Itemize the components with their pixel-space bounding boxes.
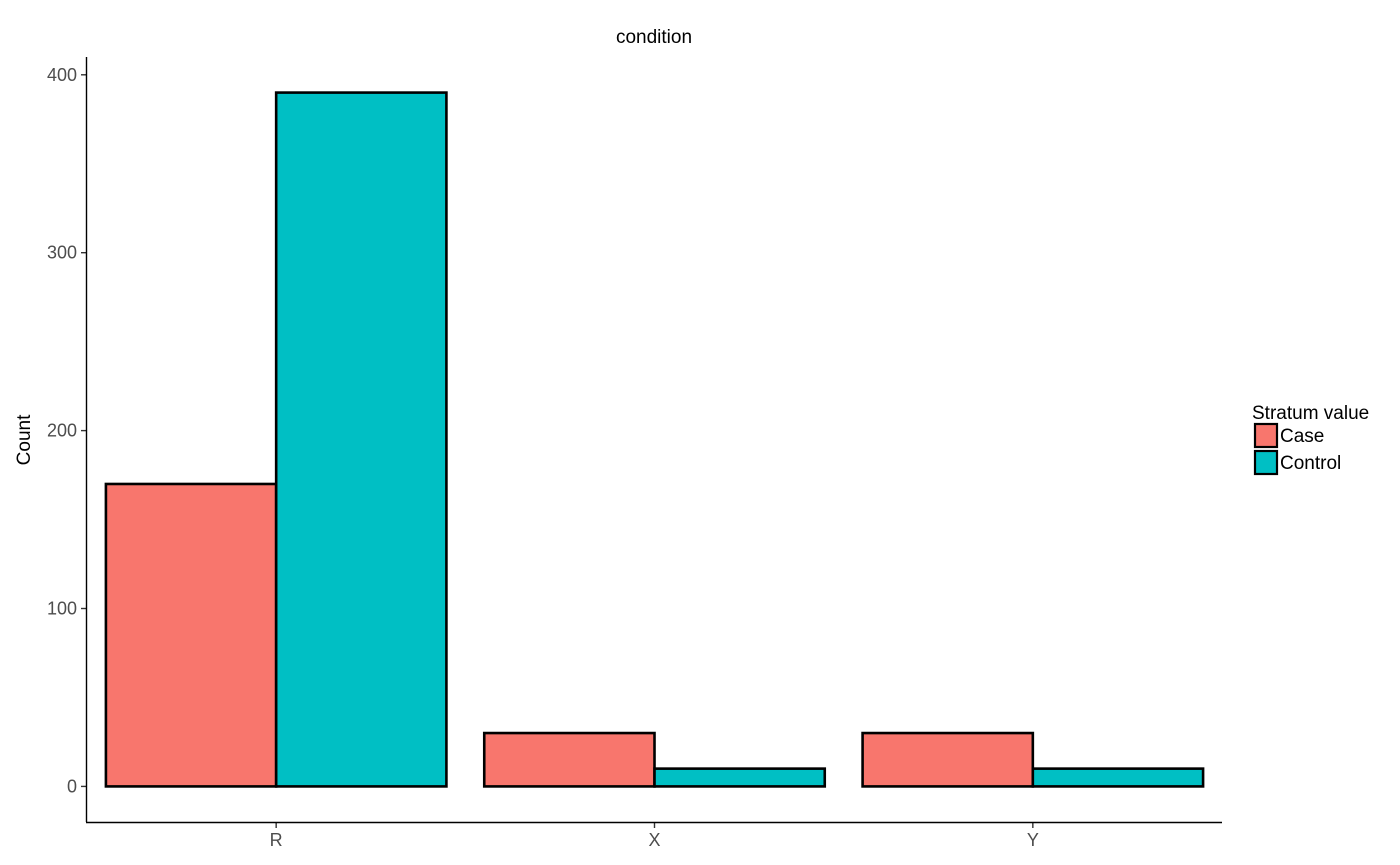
bar-y-case xyxy=(861,731,1035,788)
x-tick-label: X xyxy=(648,830,660,850)
x-tick-label: Y xyxy=(1027,830,1039,850)
y-axis-label: Count xyxy=(14,414,35,465)
bar-r-control xyxy=(274,91,448,788)
y-tick-label: 200 xyxy=(47,421,77,441)
legend: Stratum value Case Control xyxy=(1252,403,1369,476)
y-axis-ticks: 0 100 200 300 400 xyxy=(47,65,87,796)
y-tick-label: 400 xyxy=(47,65,77,85)
y-tick-label: 100 xyxy=(47,599,77,619)
x-tick-label: R xyxy=(270,830,283,850)
legend-label-control: Control xyxy=(1280,453,1341,474)
bars-group xyxy=(104,91,1205,788)
chart-title: condition xyxy=(616,27,692,48)
bar-x-case xyxy=(482,731,656,788)
bar-y-control xyxy=(1031,767,1205,788)
legend-label-case: Case xyxy=(1280,426,1324,447)
legend-title: Stratum value xyxy=(1252,403,1369,424)
y-tick-label: 300 xyxy=(47,243,77,263)
legend-key-control xyxy=(1253,449,1279,476)
bar-x-control xyxy=(653,767,827,788)
bar-r-case xyxy=(104,482,278,788)
y-tick-label: 0 xyxy=(67,776,77,796)
legend-key-case xyxy=(1253,422,1279,449)
